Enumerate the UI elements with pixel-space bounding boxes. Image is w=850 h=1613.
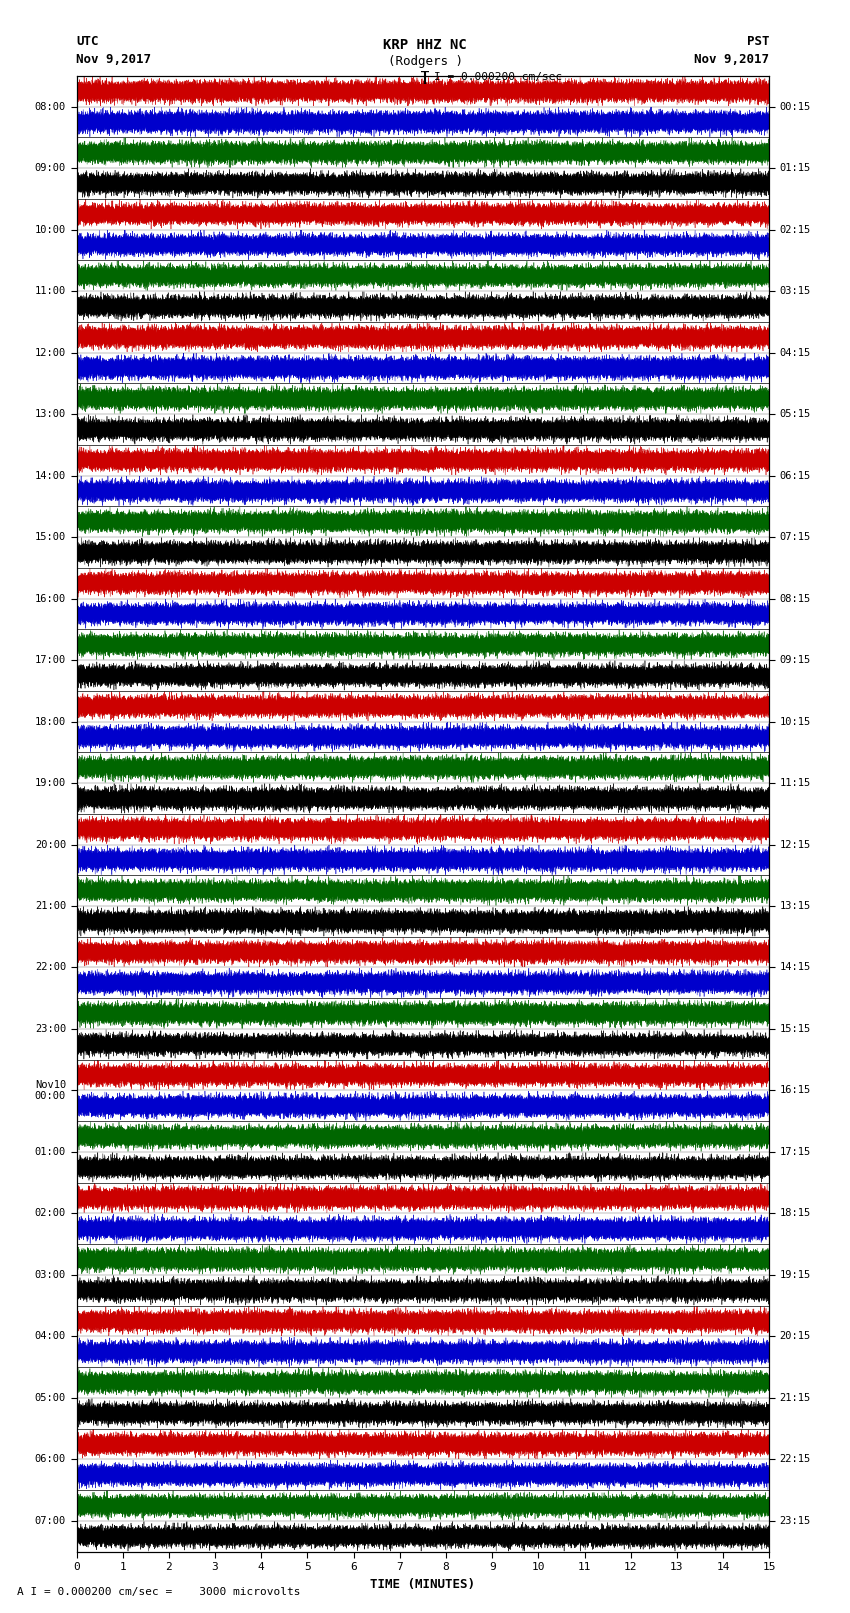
Text: I = 0.000200 cm/sec: I = 0.000200 cm/sec xyxy=(434,73,562,82)
Text: Nov 9,2017: Nov 9,2017 xyxy=(694,53,769,66)
Text: KRP HHZ NC: KRP HHZ NC xyxy=(383,39,467,52)
Text: (Rodgers ): (Rodgers ) xyxy=(388,55,462,68)
Text: Nov 9,2017: Nov 9,2017 xyxy=(76,53,151,66)
X-axis label: TIME (MINUTES): TIME (MINUTES) xyxy=(371,1578,475,1590)
Text: UTC: UTC xyxy=(76,35,99,48)
Text: PST: PST xyxy=(747,35,769,48)
Text: A I = 0.000200 cm/sec =    3000 microvolts: A I = 0.000200 cm/sec = 3000 microvolts xyxy=(17,1587,301,1597)
